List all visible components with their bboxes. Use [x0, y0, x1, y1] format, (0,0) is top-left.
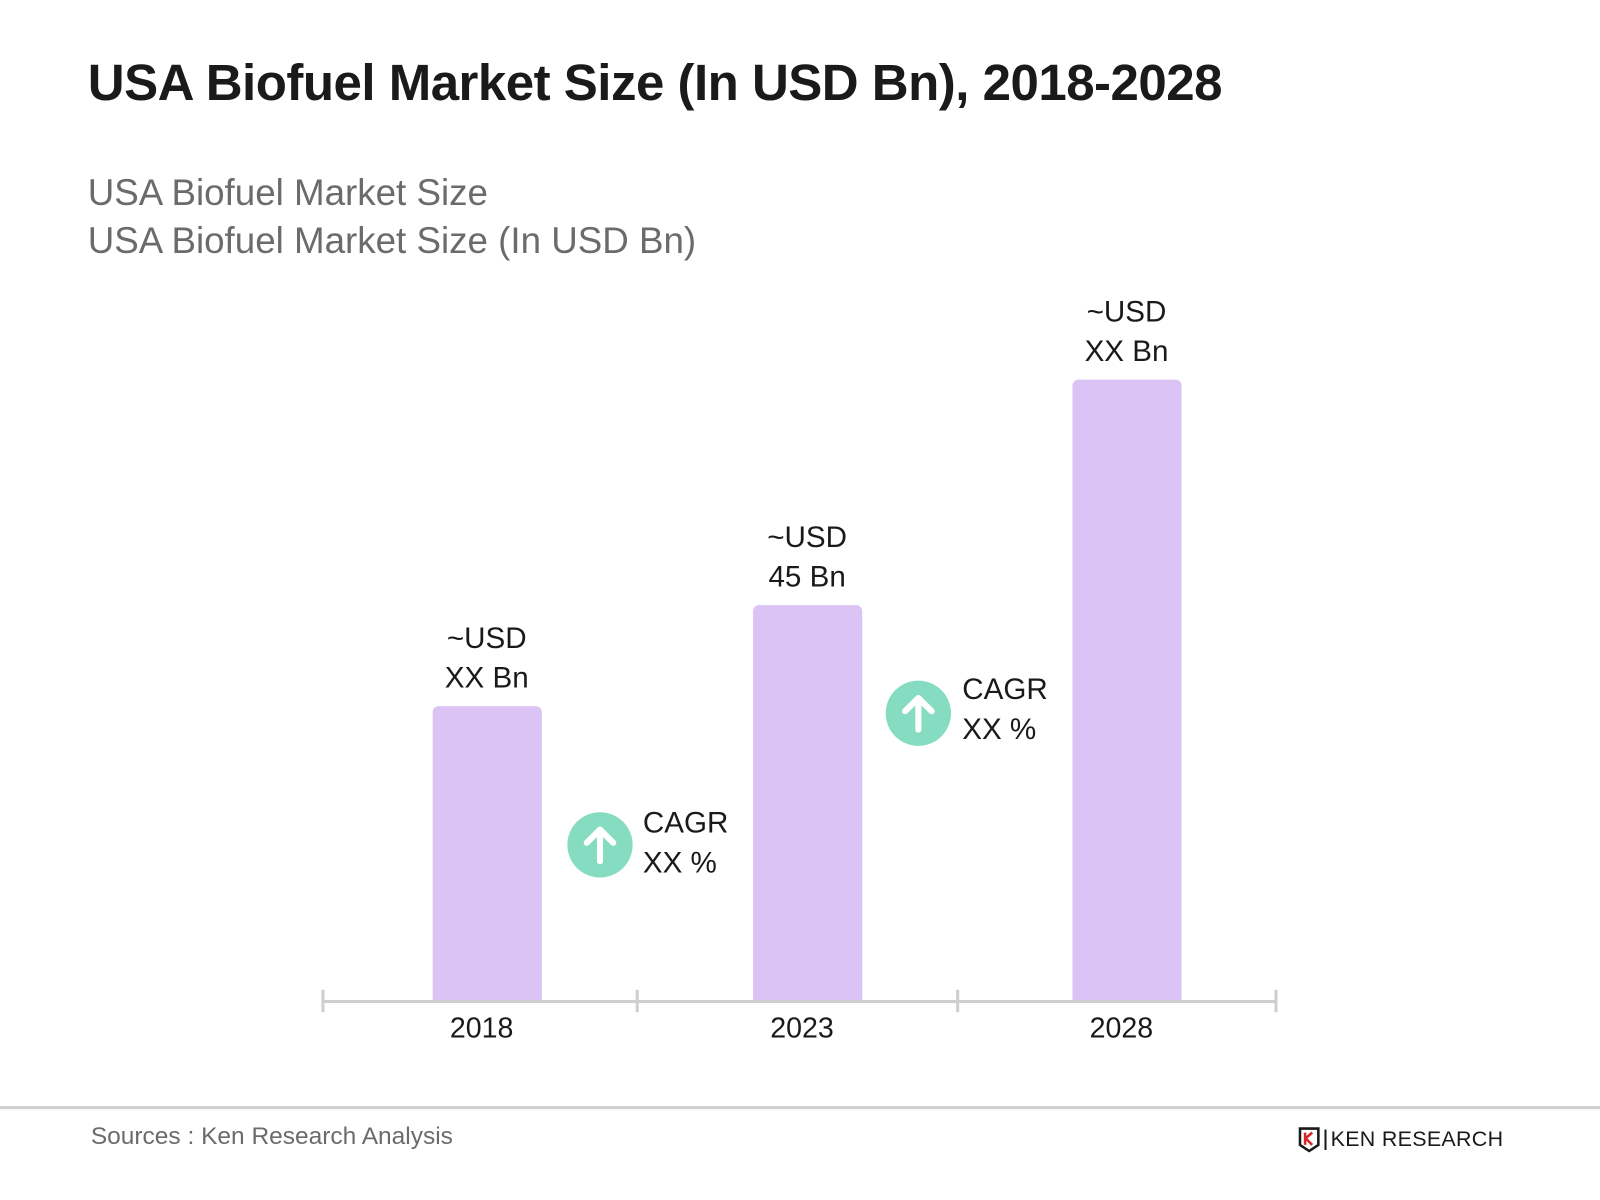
x-tick-label: 2018	[449, 1012, 514, 1044]
ken-research-logo: KEN RESEARCH	[1298, 1127, 1503, 1154]
data-label: ~USD 45 Bn	[726, 518, 889, 598]
logo-mark-icon	[1298, 1127, 1320, 1153]
source-note: Sources : Ken Research Analysis	[90, 1122, 453, 1150]
data-label: ~USD XX Bn	[1045, 293, 1208, 373]
bar-2018	[432, 706, 542, 1001]
bar-2028	[1072, 379, 1182, 1001]
cagr-value: XX %	[962, 713, 1037, 746]
arrow-up-circle-icon	[885, 680, 952, 746]
data-label-line: XX Bn	[444, 662, 529, 696]
data-label-line: ~USD	[767, 521, 848, 555]
logo-divider	[1324, 1129, 1327, 1150]
data-label-line: 45 Bn	[768, 561, 846, 594]
x-tick-label: 2028	[1089, 1012, 1154, 1044]
x-axis-tick	[1274, 989, 1278, 1013]
chart-title: USA Biofuel Market Size (In USD Bn), 201…	[87, 54, 1223, 112]
x-axis-tick	[956, 989, 960, 1013]
chart-subtitle: USA Biofuel Market Size	[87, 171, 488, 214]
data-label-line: ~USD	[446, 622, 527, 656]
data-label-line: ~USD	[1086, 296, 1167, 329]
x-axis	[322, 999, 1277, 1004]
x-tick-label: 2023	[770, 1012, 834, 1044]
cagr-label: CAGR	[962, 673, 1048, 707]
chart-subtitle-2: USA Biofuel Market Size (In USD Bn)	[87, 219, 697, 262]
x-axis-tick	[635, 989, 639, 1013]
arrow-up-circle-icon	[567, 812, 633, 878]
cagr-label: CAGR	[642, 807, 729, 840]
data-label-line: XX Bn	[1084, 335, 1169, 369]
cagr-annotation: CAGR XX %	[962, 670, 1048, 750]
cagr-annotation: CAGR XX %	[643, 804, 729, 884]
bar-2023	[753, 605, 863, 1002]
x-axis-tick	[321, 989, 325, 1013]
cagr-value: XX %	[642, 846, 717, 880]
logo-text: KEN RESEARCH	[1330, 1127, 1504, 1152]
data-label: ~USD XX Bn	[405, 620, 568, 700]
footer-divider	[0, 1106, 1600, 1110]
